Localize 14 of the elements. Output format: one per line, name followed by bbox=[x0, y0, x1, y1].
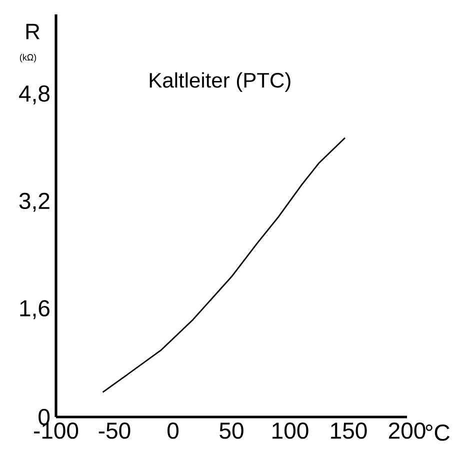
x-tick-label: 50 bbox=[220, 422, 244, 439]
x-axis-title: °C bbox=[426, 424, 450, 441]
y-tick-label: 4,8 bbox=[19, 85, 50, 104]
line-series bbox=[102, 137, 346, 393]
x-tick-label: 150 bbox=[331, 422, 367, 439]
y-tick-label: 3,2 bbox=[19, 192, 50, 212]
x-tick-label: 200 bbox=[388, 422, 426, 439]
x-tick-label: 0 bbox=[168, 422, 179, 439]
y-tick-label: 1,6 bbox=[20, 300, 50, 320]
x-tick-label: -50 bbox=[98, 422, 130, 439]
y-axis-title: R bbox=[26, 24, 40, 40]
text: (kΩ) bbox=[20, 54, 36, 62]
x-tick-label: 100 bbox=[272, 422, 308, 439]
text: Kaltleiter (PTC) bbox=[150, 72, 290, 92]
